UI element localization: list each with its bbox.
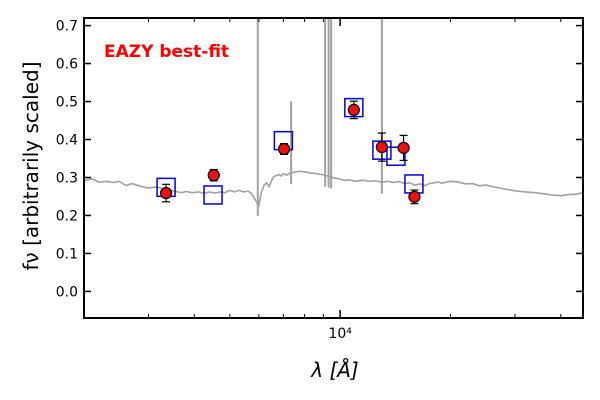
observed-flux-point <box>207 169 220 182</box>
axes: 0.0 0.1 0.2 0.3 0.4 0.5 0.6 0.7 10⁴ <box>56 17 584 342</box>
y-tick-label: 0.3 <box>56 170 78 186</box>
x-tick-label: 10⁴ <box>328 326 352 342</box>
observed-flux-point <box>159 186 173 200</box>
y-tick-label: 0.4 <box>56 133 78 149</box>
annotation-label: EAZY best-fit <box>104 42 229 62</box>
y-axis-title: fν [arbitrarily scaled] <box>19 62 43 271</box>
y-tick-label: 0.2 <box>56 208 78 224</box>
template-spectrum-line <box>84 170 583 208</box>
y-tick-label: 0.1 <box>56 246 78 262</box>
y-tick-label: 0.5 <box>56 95 78 111</box>
observed-flux-point <box>375 141 388 154</box>
observed-flux-point <box>408 190 421 203</box>
observed-flux-point <box>397 141 410 154</box>
plot-content <box>84 18 583 216</box>
observed-flux-point <box>347 103 360 116</box>
axes-frame <box>83 17 584 319</box>
model-flux-square <box>386 146 406 166</box>
plot-area <box>84 18 583 216</box>
y-tick-label: 0.0 <box>56 284 78 300</box>
model-flux-square <box>203 185 223 205</box>
y-tick-label: 0.7 <box>56 19 78 35</box>
x-axis-title: λ [Å] <box>310 358 358 382</box>
y-tick-label: 0.6 <box>56 57 78 73</box>
observed-flux-point <box>277 142 291 156</box>
